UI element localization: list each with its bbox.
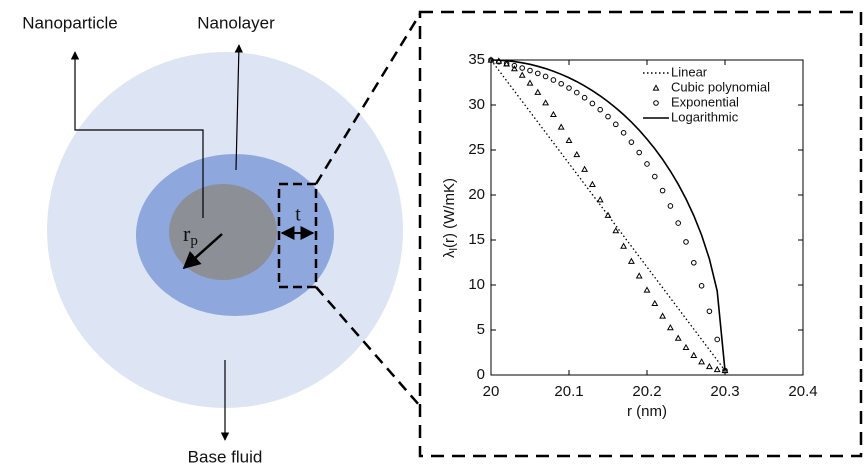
marker	[690, 351, 698, 358]
marker	[627, 257, 635, 264]
x-tick-label: 20	[483, 383, 500, 400]
marker	[713, 365, 721, 373]
y-tick-label: 0	[477, 366, 485, 383]
x-tick-label: 20.1	[554, 383, 583, 400]
marker	[542, 99, 550, 106]
marker	[691, 259, 697, 266]
marker	[605, 113, 611, 120]
marker	[510, 65, 518, 72]
marker	[644, 161, 650, 167]
marker	[604, 211, 612, 218]
marker	[558, 80, 565, 87]
marker	[542, 73, 549, 80]
line	[490, 59, 726, 371]
legend-swatch	[652, 84, 660, 91]
marker	[667, 203, 674, 209]
marker	[535, 70, 541, 77]
y-tick-label: 5	[477, 321, 485, 338]
marker	[597, 106, 604, 113]
marker	[581, 165, 589, 172]
marker	[698, 283, 705, 289]
marker	[550, 77, 557, 83]
marker	[518, 71, 526, 78]
marker	[581, 94, 588, 101]
marker	[534, 88, 542, 95]
label: r	[183, 221, 191, 246]
zoom-line	[315, 286, 421, 407]
label: t	[295, 204, 301, 226]
x-axis-label: r (nm)	[627, 403, 667, 420]
zoom-line	[314, 13, 422, 185]
marker	[574, 89, 580, 96]
y-tick-label: 25	[468, 141, 485, 158]
marker	[565, 136, 573, 144]
diagram: Nanoparticle Nanolayer Base fluid t rp	[22, 13, 422, 466]
marker	[675, 220, 682, 226]
zoom-frame	[418, 10, 863, 458]
marker	[511, 62, 518, 69]
x-tick-label: 20.4	[788, 383, 817, 400]
pointer	[234, 44, 244, 171]
marker	[612, 227, 620, 234]
y-axis-label: λ	[441, 250, 458, 258]
marker	[589, 100, 596, 107]
marker	[643, 286, 651, 293]
legend-label: Cubic polynomial	[671, 79, 770, 94]
marker	[620, 242, 628, 249]
marker	[652, 173, 658, 180]
chart: λl(r) (W/mK) r (nm) 0 5 10 15 20 25 30 35 20 20.1…	[441, 51, 818, 420]
marker	[706, 308, 713, 315]
marker	[596, 196, 604, 203]
y-tick-label: 30	[468, 96, 485, 113]
marker	[566, 85, 572, 91]
marker	[714, 336, 721, 343]
zoom-box	[277, 182, 318, 289]
marker	[651, 299, 659, 307]
marker	[666, 324, 674, 331]
legend-label: Exponential	[671, 94, 739, 109]
marker	[705, 362, 713, 370]
marker	[659, 187, 666, 194]
y-axis-label: (r) (W/mK)	[441, 178, 458, 248]
marker	[557, 123, 565, 130]
marker	[628, 139, 635, 145]
marker	[549, 110, 557, 118]
label: p	[190, 233, 198, 249]
y-tick-label: 35	[468, 51, 485, 68]
label: Base fluid	[188, 447, 263, 466]
marker	[526, 79, 534, 86]
y-axis-label: l	[448, 248, 460, 250]
marker	[659, 312, 667, 319]
marker	[620, 130, 627, 136]
x-tick-label: 20.3	[710, 383, 739, 400]
plot-area	[490, 59, 804, 376]
y-tick-label: 10	[468, 276, 485, 293]
marker	[674, 334, 682, 341]
marker	[698, 358, 706, 365]
label: Nanolayer	[197, 13, 275, 32]
marker	[682, 343, 690, 351]
marker	[683, 239, 689, 245]
legend-label: Linear	[671, 64, 708, 79]
marker	[527, 67, 533, 74]
marker	[573, 150, 581, 158]
y-tick-label: 15	[468, 231, 485, 248]
y-axis-label: λl(r) (W/mK)	[441, 178, 460, 258]
radius-arrow	[182, 233, 223, 270]
legend-swatch	[653, 100, 659, 106]
legend-label: Logarithmic	[671, 109, 739, 124]
marker	[636, 149, 643, 156]
line	[490, 59, 726, 371]
x-tick-label: 20.2	[632, 383, 661, 400]
marker	[635, 272, 643, 279]
pointer	[70, 51, 204, 218]
marker	[613, 121, 619, 128]
marker	[588, 180, 596, 187]
y-tick-label: 20	[468, 186, 485, 203]
marker	[519, 65, 526, 71]
label: rp	[183, 221, 198, 249]
label: Nanoparticle	[22, 13, 117, 32]
